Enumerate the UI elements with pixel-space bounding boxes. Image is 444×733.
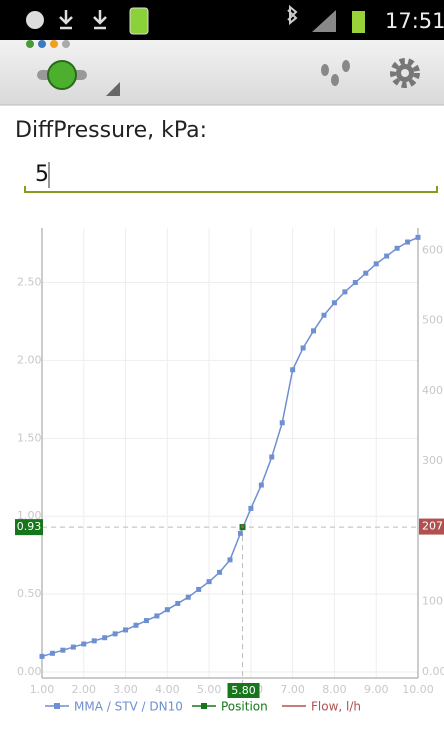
x-tick-label: 10.00 — [402, 683, 434, 696]
position-y-label: 0.93 — [17, 520, 42, 533]
point — [363, 271, 368, 276]
x-tick-label: 7.00 — [280, 683, 305, 696]
position-x-label: 5.80 — [231, 684, 256, 697]
point — [165, 607, 170, 612]
input-underline[interactable] — [25, 186, 437, 192]
app-icon — [130, 8, 148, 34]
flow-marker — [241, 525, 244, 528]
point — [175, 601, 180, 606]
y2-tick-label: 100.00 — [422, 595, 444, 608]
point — [50, 651, 55, 656]
screen: 17:51 DiffPressure, kPa: 5 1.00 2.00 3.00 4… — [0, 0, 444, 729]
x-tick-label: 5.00 — [197, 683, 222, 696]
y-tick-label: 0.50 — [17, 587, 42, 600]
point — [144, 618, 149, 623]
legend-label: Flow, l/h — [311, 700, 361, 714]
point — [113, 631, 118, 636]
clock: 17:51 — [385, 9, 444, 33]
point — [217, 570, 222, 575]
y2-tick-label: 600.00 — [422, 243, 444, 256]
point — [322, 313, 327, 318]
notification-icon — [26, 11, 44, 29]
flow-label: 207 — [422, 520, 443, 533]
point — [71, 645, 76, 650]
point — [395, 246, 400, 251]
y2-tick-label: 500.00 — [422, 314, 444, 327]
point — [248, 506, 253, 511]
point — [416, 235, 421, 240]
legend-label: Position — [221, 700, 268, 714]
point — [186, 595, 191, 600]
plot-area — [42, 228, 418, 678]
y-tick-label: 1.50 — [17, 431, 42, 444]
field-label: DiffPressure, kPa: — [15, 118, 207, 143]
point — [374, 261, 379, 266]
point — [269, 455, 274, 460]
point — [134, 623, 139, 628]
x-tick-label: 2.00 — [72, 683, 97, 696]
point — [259, 483, 264, 488]
x-tick-label: 8.00 — [322, 683, 347, 696]
point — [40, 654, 45, 659]
point — [353, 280, 358, 285]
x-tick-label: 3.00 — [113, 683, 138, 696]
point — [290, 367, 295, 372]
y2-tick-label: 0.00 — [422, 665, 444, 678]
chart: 1.002.003.004.005.006.007.008.009.0010.0… — [15, 228, 444, 714]
point — [280, 420, 285, 425]
point — [332, 300, 337, 305]
y-tick-label: 2.50 — [17, 276, 42, 289]
x-tick-label: 4.00 — [155, 683, 180, 696]
point — [154, 613, 159, 618]
y-tick-label: 2.00 — [17, 353, 42, 366]
point — [123, 627, 128, 632]
point — [405, 240, 410, 245]
battery-icon — [352, 11, 365, 33]
input-text[interactable]: 5 — [35, 162, 49, 187]
point — [92, 638, 97, 643]
x-tick-label: 1.00 — [30, 683, 55, 696]
point — [384, 254, 389, 259]
point — [102, 635, 107, 640]
legend-marker — [201, 703, 207, 709]
y2-tick-label: 400.00 — [422, 384, 444, 397]
point — [342, 289, 347, 294]
point — [311, 328, 316, 333]
legend-label: MMA / STV / DN10 — [74, 700, 183, 714]
point — [301, 345, 306, 350]
point — [81, 641, 86, 646]
point — [60, 648, 65, 653]
x-tick-label: 9.00 — [364, 683, 389, 696]
y-tick-label: 0.00 — [17, 665, 42, 678]
y2-tick-label: 300.00 — [422, 454, 444, 467]
legend-marker — [54, 703, 60, 709]
point — [207, 579, 212, 584]
point — [228, 557, 233, 562]
point — [196, 587, 201, 592]
